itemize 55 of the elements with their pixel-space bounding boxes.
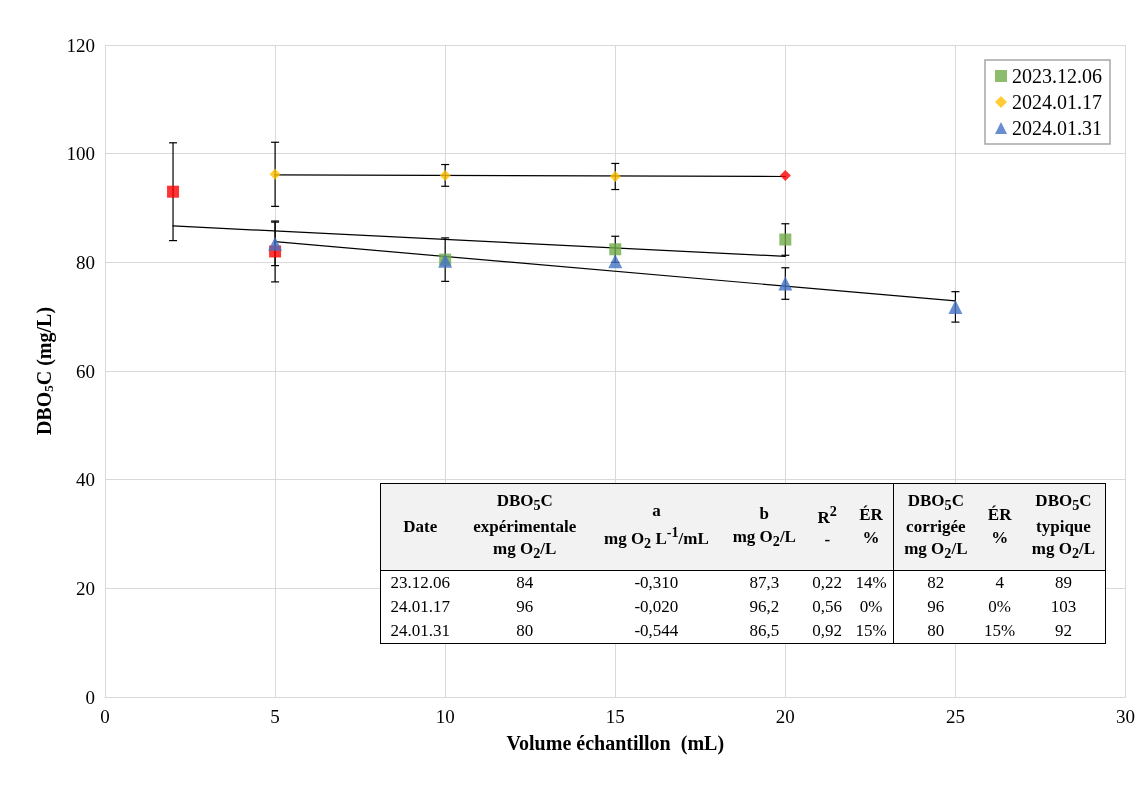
text: 86,5 (749, 620, 780, 640)
text: 0% (988, 596, 1011, 616)
y-tick-label: 60 (76, 360, 95, 382)
text: 82 (927, 572, 945, 592)
text: 92 (1054, 620, 1072, 640)
text: 96 (927, 596, 945, 616)
x-tick-label: 5 (270, 706, 280, 727)
text: 0,92 (812, 620, 843, 640)
x-tick-label: 25 (945, 706, 965, 727)
category-label: a mg O$_{2}$ L$^{-1}$/mL (602, 500, 710, 554)
y-axis-title: DBO5C (mg/L) (32, 306, 56, 436)
category-label: DBO$_{5}$C corrigée mg O$_{2}$/L (893, 484, 978, 571)
x-tick-label: 0 (100, 706, 110, 727)
category-label: DBO$_{5}$C typique mg O$_{2}$/L (1030, 490, 1097, 564)
text: -0,020 (634, 596, 679, 616)
text: 89 (1054, 572, 1072, 592)
text: 4 (995, 572, 1004, 592)
text: 14% (855, 572, 887, 592)
text: 24.01.17 (390, 596, 450, 616)
text: 80 (516, 620, 534, 640)
x-tick-label: 10 (435, 706, 455, 727)
category-label: b mg O$_{2}$/L (731, 502, 797, 552)
text: -0,544 (634, 620, 679, 640)
text: 84 (516, 572, 534, 592)
y-tick-label: 20 (76, 577, 95, 599)
text: 96 (516, 596, 534, 616)
y-tick-label: 0 (85, 686, 95, 708)
category-label: ÉR % (986, 504, 1013, 549)
text: 103 (1050, 596, 1077, 616)
legend-label: 2024.01.31 (1012, 117, 1102, 139)
category-label: ÉR % (858, 504, 884, 549)
text: 15% (855, 620, 887, 640)
y-tick-label: 100 (66, 143, 95, 165)
text: 87,3 (749, 572, 780, 592)
text: 96,2 (749, 596, 780, 616)
text: -0,310 (634, 572, 679, 592)
text: 0,56 (812, 596, 843, 616)
text: 24.01.31 (390, 620, 450, 640)
x-tick-label: 30 (1116, 706, 1135, 727)
text: 23.12.06 (390, 572, 450, 592)
legend-label: 2023.12.06 (1012, 65, 1102, 87)
text: 80 (927, 620, 945, 640)
text: 0% (859, 596, 883, 616)
y-tick-label: 40 (76, 469, 95, 491)
category-label: Date (402, 515, 439, 538)
category-label: R$^{2}$ - (816, 501, 838, 552)
x-axis-title: Volume échantillon (mL) (506, 732, 725, 755)
text: 15% (984, 620, 1016, 640)
y-tick-label: 120 (66, 34, 95, 56)
text: 0,22 (812, 572, 843, 592)
x-tick-label: 20 (775, 706, 795, 727)
x-tick-label: 15 (605, 706, 625, 727)
y-tick-label: 80 (76, 251, 95, 273)
legend-label: 2024.01.17 (1012, 91, 1102, 113)
category-label: DBO$_{5}$C expérimentale mg O$_{2}$/L (472, 490, 578, 564)
